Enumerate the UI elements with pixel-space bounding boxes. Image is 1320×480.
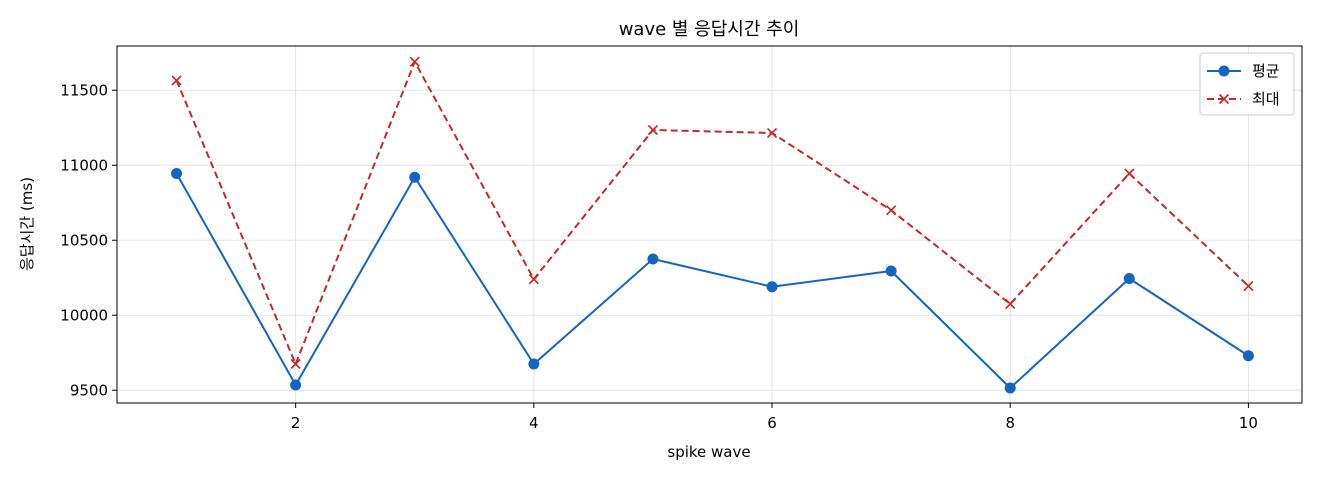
series-line-max: [175, 60, 1250, 365]
data-point-avg: [1004, 382, 1016, 394]
legend-label: 최대: [1252, 90, 1280, 108]
data-point-avg: [766, 281, 778, 293]
x-tick-label: 10: [1239, 414, 1258, 432]
y-tick-label: 9500: [70, 381, 108, 399]
x-axis-title: spike wave: [667, 443, 750, 461]
data-point-max: [290, 358, 301, 370]
data-point-max: [766, 127, 778, 139]
y-tick-label: 10000: [60, 306, 108, 324]
legend-label: 평균: [1252, 62, 1280, 80]
data-point-max: [528, 274, 539, 285]
data-point-avg: [1123, 273, 1135, 284]
legend-marker: [1218, 65, 1230, 77]
data-point-avg: [885, 265, 897, 277]
data-point-max: [647, 124, 658, 136]
series-line-avg: [175, 173, 1249, 389]
data-point-avg: [528, 358, 540, 370]
data-point-avg: [171, 168, 183, 179]
legend-marker: [1218, 93, 1230, 105]
y-tick-label: 10500: [60, 231, 108, 249]
plot-frame: [116, 45, 1303, 404]
y-tick-label: 11000: [60, 156, 108, 174]
data-point-avg: [290, 379, 302, 391]
x-tick-label: 2: [291, 414, 301, 432]
legend-box: [1199, 52, 1295, 116]
chart-title: wave 별 응답시간 추이: [619, 19, 800, 40]
data-point-max: [1005, 298, 1016, 310]
data-point-max: [886, 205, 897, 216]
y-axis: 9500 10000 10500 11000 11500: [60, 81, 117, 399]
data-point-max: [1124, 168, 1135, 179]
series-max: [171, 56, 1254, 370]
data-point-avg: [647, 253, 659, 265]
data-point-avg: [1242, 350, 1254, 362]
data-point-max: [409, 56, 420, 67]
series-group: [171, 56, 1254, 394]
grid-lines: [117, 46, 1302, 403]
legend-item-max: 최대: [1207, 90, 1280, 108]
x-tick-label: 6: [767, 414, 777, 432]
y-axis-title: 응답시간 (ms): [18, 177, 36, 271]
data-point-avg: [409, 171, 421, 183]
data-point-max: [1243, 280, 1254, 292]
x-axis: 2 4 6 8 10: [291, 403, 1258, 432]
y-tick-label: 11500: [60, 81, 108, 99]
series-avg: [171, 168, 1254, 394]
data-point-max: [171, 75, 182, 86]
x-tick-label: 8: [1005, 414, 1015, 432]
legend-item-avg: 평균: [1207, 62, 1280, 80]
x-tick-label: 4: [529, 414, 539, 432]
